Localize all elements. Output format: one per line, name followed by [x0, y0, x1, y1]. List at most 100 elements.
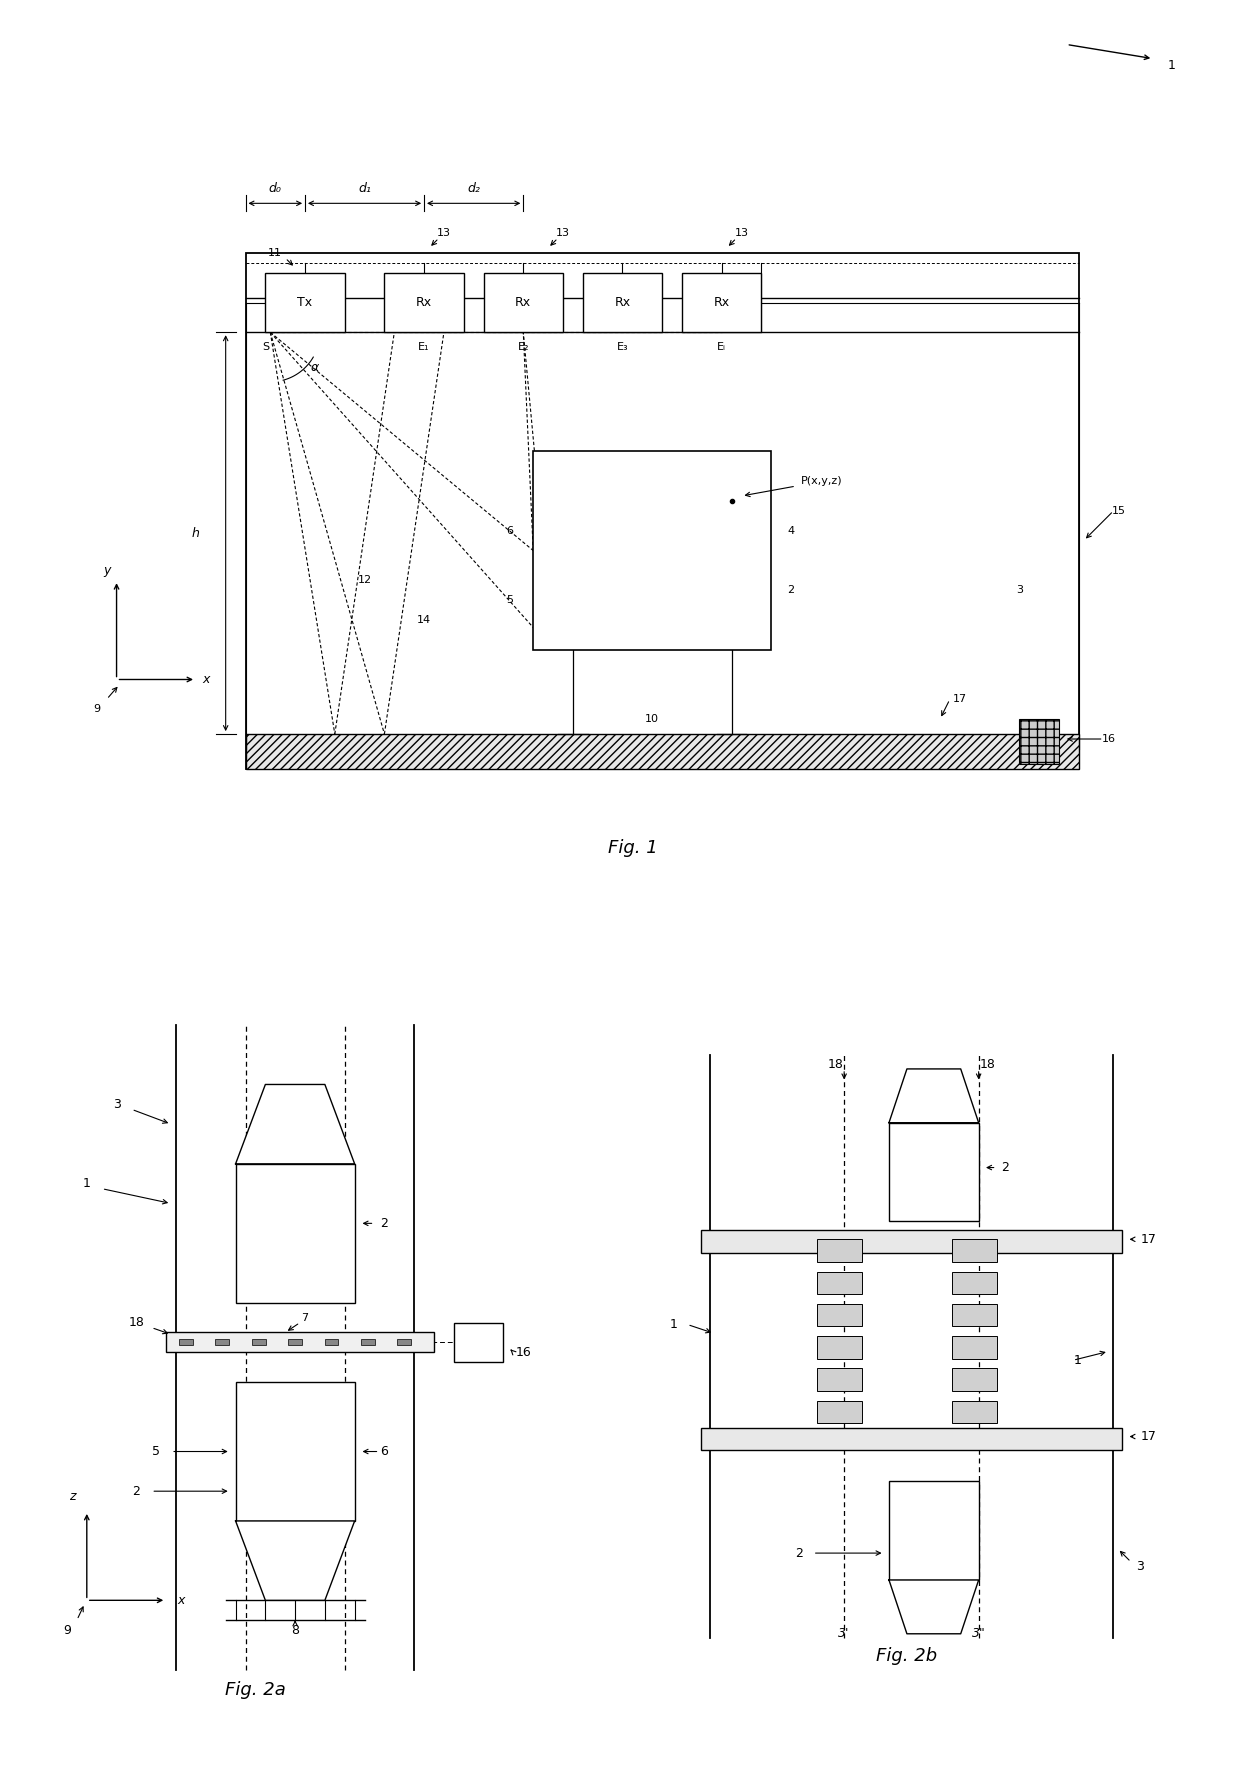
- Text: 8: 8: [291, 1623, 299, 1636]
- Text: 15: 15: [1111, 507, 1126, 516]
- Polygon shape: [236, 1085, 355, 1165]
- Bar: [952, 1239, 997, 1262]
- Text: d₁: d₁: [358, 181, 371, 196]
- Text: Eᵢ: Eᵢ: [717, 341, 727, 352]
- Text: 16: 16: [1101, 734, 1116, 743]
- Text: 9: 9: [93, 704, 100, 715]
- Text: Fig. 1: Fig. 1: [608, 839, 657, 857]
- Text: d₂: d₂: [467, 181, 480, 196]
- Text: 1: 1: [670, 1317, 678, 1332]
- Text: 2: 2: [381, 1216, 388, 1230]
- Bar: [179, 1339, 193, 1346]
- Bar: [889, 1122, 978, 1221]
- Text: 2: 2: [133, 1485, 140, 1497]
- Bar: [682, 272, 761, 332]
- Text: 3": 3": [972, 1627, 986, 1641]
- Text: x: x: [177, 1593, 185, 1607]
- Text: 2: 2: [1002, 1161, 1009, 1173]
- Text: 1: 1: [1168, 59, 1176, 73]
- Bar: [817, 1303, 862, 1326]
- Text: Tx: Tx: [298, 295, 312, 309]
- Bar: [252, 1339, 265, 1346]
- Bar: [454, 1323, 503, 1362]
- Text: d₀: d₀: [269, 181, 281, 196]
- Text: 13: 13: [556, 228, 570, 238]
- Text: 5: 5: [506, 596, 513, 605]
- Bar: [384, 272, 464, 332]
- Text: 7: 7: [301, 1312, 309, 1323]
- Text: 6: 6: [381, 1446, 388, 1458]
- Bar: [361, 1339, 374, 1346]
- Polygon shape: [889, 1069, 978, 1122]
- Bar: [246, 252, 1079, 768]
- Text: 1: 1: [1074, 1353, 1081, 1367]
- Bar: [701, 1230, 1122, 1253]
- Bar: [817, 1335, 862, 1358]
- Bar: [216, 1339, 229, 1346]
- Bar: [325, 1339, 339, 1346]
- Text: 1: 1: [83, 1177, 91, 1189]
- Text: Rx: Rx: [515, 295, 532, 309]
- Text: 11: 11: [268, 247, 283, 258]
- Bar: [817, 1369, 862, 1390]
- Text: Fig. 2a: Fig. 2a: [226, 1680, 285, 1698]
- Text: Fig. 2b: Fig. 2b: [877, 1646, 937, 1666]
- Bar: [889, 1481, 978, 1581]
- Text: z: z: [68, 1490, 76, 1502]
- Text: 10: 10: [645, 715, 660, 724]
- Bar: [952, 1369, 997, 1390]
- Text: 12: 12: [357, 576, 372, 585]
- Bar: [288, 1339, 303, 1346]
- Bar: [952, 1303, 997, 1326]
- Text: 3: 3: [1136, 1559, 1145, 1574]
- Text: 3: 3: [1016, 585, 1023, 596]
- Text: 14: 14: [417, 615, 432, 626]
- Polygon shape: [236, 1520, 355, 1600]
- Text: 9: 9: [63, 1623, 71, 1636]
- Text: 6: 6: [506, 526, 513, 535]
- Text: 17: 17: [1141, 1430, 1157, 1444]
- Text: x: x: [202, 674, 210, 686]
- Text: Rx: Rx: [713, 295, 730, 309]
- Text: 13: 13: [436, 228, 451, 238]
- Text: α: α: [311, 361, 319, 373]
- Text: Rx: Rx: [415, 295, 433, 309]
- Bar: [397, 1339, 412, 1346]
- Polygon shape: [889, 1581, 978, 1634]
- Text: E₂: E₂: [517, 341, 529, 352]
- Bar: [952, 1335, 997, 1358]
- Text: 3: 3: [113, 1097, 120, 1111]
- Bar: [236, 1382, 355, 1520]
- Bar: [484, 272, 563, 332]
- Text: 17: 17: [952, 695, 967, 704]
- Bar: [701, 1428, 1122, 1451]
- Text: 17: 17: [1141, 1232, 1157, 1246]
- Bar: [817, 1271, 862, 1294]
- Text: h: h: [192, 526, 200, 541]
- Text: 16: 16: [516, 1346, 531, 1358]
- Text: Rx: Rx: [614, 295, 631, 309]
- Bar: [817, 1401, 862, 1422]
- Bar: [533, 452, 771, 649]
- Text: 18: 18: [129, 1316, 144, 1328]
- Text: y: y: [103, 564, 110, 576]
- Text: 5: 5: [153, 1446, 160, 1458]
- Bar: [1019, 718, 1059, 765]
- Text: E₃: E₃: [616, 341, 629, 352]
- Text: 3': 3': [838, 1627, 849, 1641]
- Bar: [817, 1239, 862, 1262]
- Bar: [952, 1271, 997, 1294]
- Bar: [236, 1165, 355, 1303]
- Text: 13: 13: [734, 228, 749, 238]
- Text: P(x,y,z): P(x,y,z): [801, 477, 843, 485]
- Text: 18: 18: [827, 1058, 843, 1070]
- Text: 2: 2: [787, 585, 795, 596]
- Bar: [246, 734, 1079, 768]
- Text: 4: 4: [787, 526, 795, 535]
- Bar: [952, 1401, 997, 1422]
- Bar: [583, 272, 662, 332]
- Text: E₁: E₁: [418, 341, 430, 352]
- Bar: [166, 1332, 434, 1353]
- Text: S: S: [262, 341, 269, 352]
- Text: 18: 18: [980, 1058, 996, 1070]
